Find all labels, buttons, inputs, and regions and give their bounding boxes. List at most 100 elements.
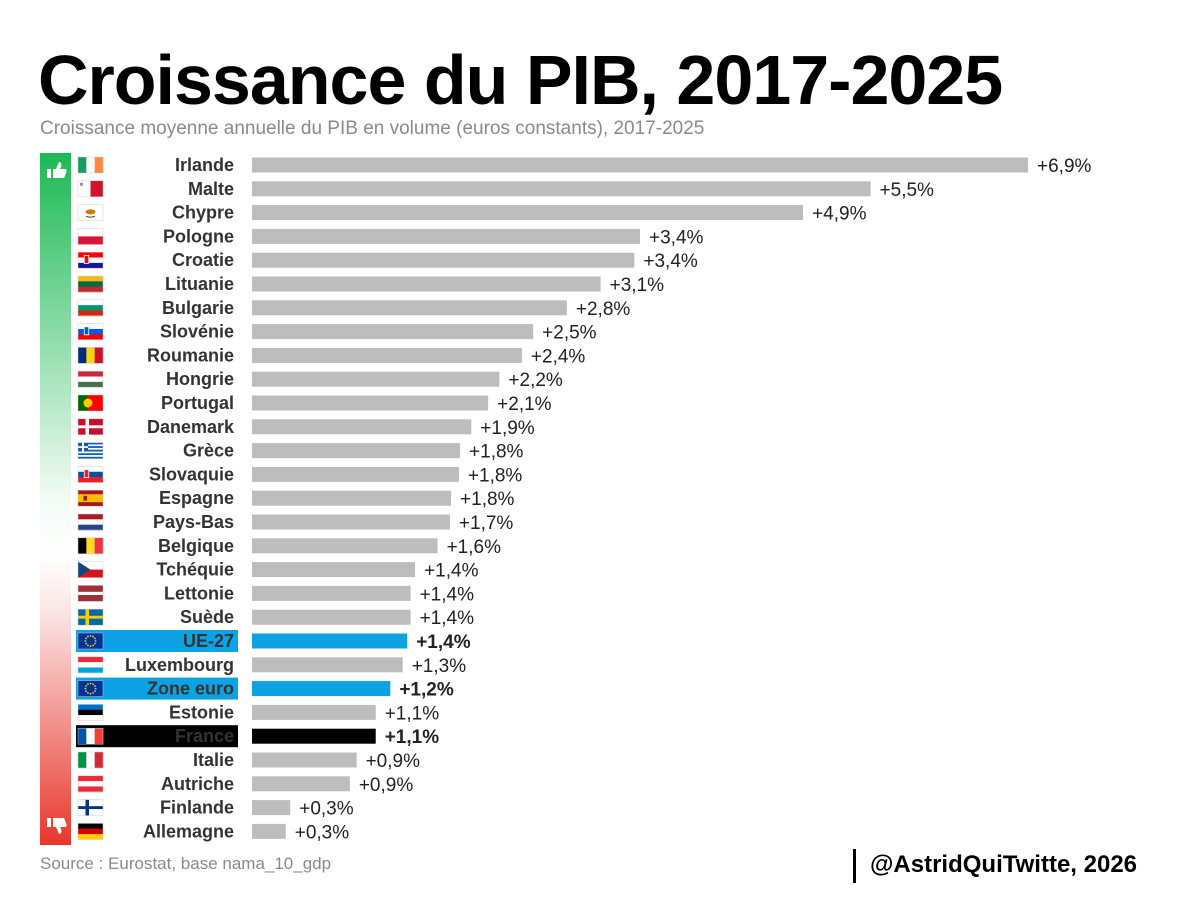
country-label: Allemagne — [143, 821, 234, 841]
bar — [252, 157, 1028, 173]
row-highlight — [76, 630, 238, 652]
bar — [252, 276, 601, 292]
flag-es-icon — [77, 489, 104, 507]
country-label: Pays-Bas — [153, 512, 234, 532]
flag-bg-icon — [77, 299, 104, 317]
country-label: Grèce — [183, 441, 234, 461]
country-label: Autriche — [161, 774, 234, 794]
flag-cz-icon — [77, 561, 104, 578]
flag-gr-icon — [77, 442, 104, 459]
country-label: Malte — [188, 179, 234, 199]
bar — [252, 704, 376, 720]
value-label: +0,3% — [299, 799, 354, 820]
value-label: +1,4% — [416, 632, 471, 653]
thumbs-up-icon — [47, 162, 67, 178]
author-credit: @AstridQuiTwitte, 2026 — [870, 851, 1138, 878]
value-label: +1,4% — [424, 561, 479, 582]
value-label: +0,3% — [295, 822, 350, 843]
bar — [252, 728, 376, 744]
value-label: +3,4% — [649, 227, 704, 248]
country-label: Bulgarie — [162, 298, 234, 318]
country-label: Espagne — [159, 488, 234, 508]
country-label: Tchéquie — [156, 560, 234, 580]
thumbs-down-icon — [47, 818, 67, 834]
bar — [252, 443, 461, 459]
country-label: Suède — [180, 607, 234, 627]
country-label: Chypre — [172, 203, 234, 223]
flag-de-icon — [77, 823, 104, 840]
credit-separator — [853, 849, 856, 883]
value-label: +2,1% — [497, 394, 552, 415]
value-label: +1,9% — [480, 418, 535, 439]
flag-lt-icon — [77, 275, 104, 293]
flag-ro-icon — [77, 347, 104, 364]
country-label: Irlande — [175, 155, 234, 175]
chart-subtitle: Croissance moyenne annuelle du PIB en vo… — [40, 118, 705, 139]
country-label: Portugal — [161, 393, 234, 413]
country-label: Estonie — [169, 702, 234, 722]
bar — [252, 419, 472, 435]
bar — [252, 205, 804, 221]
flag-pl-icon — [77, 228, 104, 245]
bar — [252, 395, 489, 411]
flag-hr-icon — [77, 251, 104, 269]
flag-fi-icon — [77, 799, 104, 816]
value-label: +1,7% — [459, 513, 514, 534]
source-note: Source : Eurostat, base nama_10_gdp — [40, 854, 332, 873]
country-label: Luxembourg — [125, 655, 234, 675]
flag-si-icon — [77, 323, 104, 340]
value-label: +4,9% — [812, 204, 867, 225]
bar-chart: Irlande +6,9% Malte +5,5% Chypre +4,9% Pologne… — [40, 153, 1092, 845]
chart-title: Croissance du PIB, 2017-2025 — [38, 41, 1003, 119]
bar — [252, 371, 500, 387]
bar — [252, 466, 459, 482]
flag-se-icon — [77, 608, 104, 626]
country-label: Lettonie — [164, 583, 234, 603]
country-label: Belgique — [158, 536, 234, 556]
flag-it-icon — [77, 751, 104, 769]
flag-lu-icon — [77, 656, 104, 674]
value-label: +1,4% — [420, 608, 475, 629]
bar — [252, 800, 291, 816]
flag-hu-icon — [77, 370, 104, 388]
bar — [252, 300, 567, 316]
value-label: +6,9% — [1037, 156, 1092, 177]
country-label: Hongrie — [166, 369, 234, 389]
value-label: +1,8% — [468, 465, 523, 486]
row-highlight — [76, 677, 238, 700]
value-label: +1,6% — [447, 537, 502, 558]
rank-gradient-bar — [40, 153, 71, 845]
bar — [252, 252, 635, 268]
country-label: Finlande — [160, 798, 234, 818]
value-label: +3,4% — [643, 251, 698, 272]
value-label: +1,4% — [420, 584, 475, 605]
country-label: Croatie — [172, 250, 234, 270]
value-label: +1,3% — [412, 656, 467, 677]
bar — [252, 538, 438, 554]
bar — [252, 752, 357, 768]
flag-mt-icon — [77, 180, 104, 198]
country-label: Italie — [193, 750, 234, 770]
flag-pt-icon — [77, 394, 104, 412]
value-label: +1,1% — [385, 727, 440, 748]
bar — [252, 776, 350, 792]
value-label: +1,8% — [469, 442, 524, 463]
bar — [252, 324, 534, 340]
value-label: +0,9% — [366, 751, 421, 772]
bar — [252, 633, 408, 649]
country-label: Slovaquie — [149, 464, 234, 484]
value-label: +3,1% — [610, 275, 665, 296]
flag-cy-icon — [77, 204, 104, 221]
flag-eu-icon — [77, 632, 104, 650]
bar — [252, 657, 403, 673]
flag-dk-icon — [77, 418, 104, 436]
country-label: Roumanie — [147, 345, 234, 365]
value-label: +1,1% — [385, 703, 440, 724]
bar — [252, 609, 411, 625]
bar — [252, 228, 640, 244]
flag-sk-icon — [77, 466, 104, 483]
value-label: +2,8% — [576, 299, 631, 320]
flag-ee-icon — [77, 704, 104, 721]
flag-at-icon — [77, 775, 104, 793]
value-label: +1,8% — [460, 489, 515, 510]
